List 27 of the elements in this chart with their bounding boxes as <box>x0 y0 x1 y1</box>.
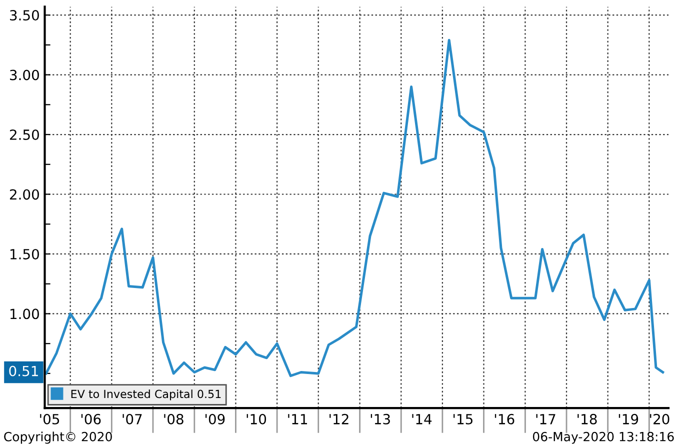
x-tick-label: '15 <box>454 414 472 424</box>
x-tick-label: '18 <box>578 414 597 424</box>
x-tick-label: '13 <box>370 414 390 424</box>
legend-label: EV to Invested Capital 0.51 <box>71 390 221 400</box>
y-tick-label: 3.00 <box>10 70 39 80</box>
x-tick-label: '09 <box>205 414 225 424</box>
x-tick-label: '07 <box>122 414 142 424</box>
y-tick-label: 2.00 <box>10 189 39 200</box>
x-tick-label: '10 <box>246 414 266 424</box>
x-tick-label: '08 <box>164 414 184 424</box>
text: 06-May-2020 13:18:16 <box>532 432 674 444</box>
x-tick-label: '19 <box>618 414 638 424</box>
text: 0.51 <box>9 366 38 376</box>
x-tick-label: '20 <box>650 414 670 424</box>
y-tick-label: 1.00 <box>10 308 39 320</box>
line-series <box>44 38 664 378</box>
x-tick-label: '05 <box>40 414 60 424</box>
y-tick-label: 2.50 <box>10 129 39 140</box>
text: Copyright© 2020 <box>4 432 112 444</box>
x-tick-label: '12 <box>330 414 348 424</box>
y-tick-label: 3.50 <box>10 10 39 21</box>
x-tick-label: '14 <box>412 414 432 424</box>
x-tick-label: '06 <box>81 414 101 424</box>
x-tick-label: '16 <box>494 414 514 424</box>
x-tick-label: '17 <box>536 414 556 424</box>
y-tick-label: 1.50 <box>10 248 39 260</box>
x-tick-label: '11 <box>288 414 307 424</box>
